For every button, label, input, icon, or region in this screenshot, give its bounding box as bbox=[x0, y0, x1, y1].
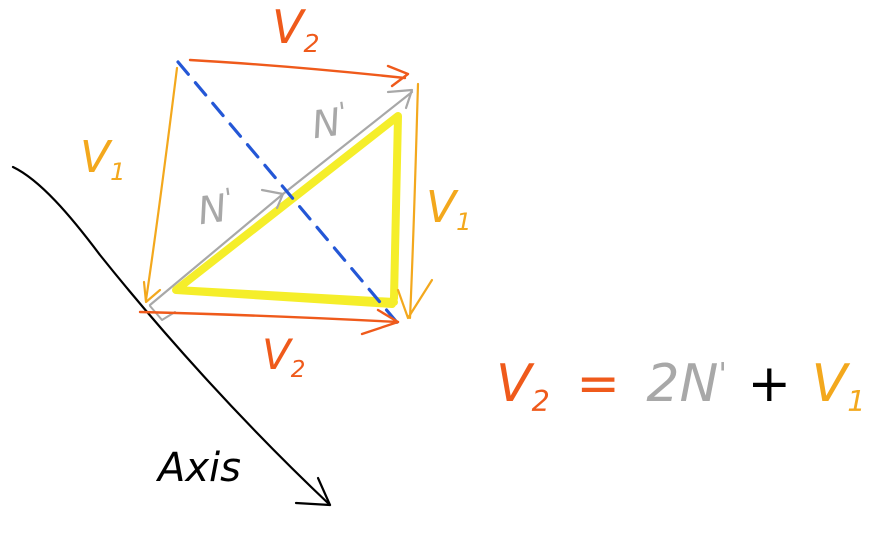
equation-equals: = bbox=[576, 354, 620, 414]
v2-bottom-label-sub: 2 bbox=[290, 357, 306, 384]
v2-bottom-arrowhead bbox=[360, 308, 400, 336]
equation-lhs-sub: 2 bbox=[531, 384, 550, 418]
axis-line bbox=[11, 165, 332, 507]
dashed-diagonal bbox=[176, 60, 402, 328]
v2-top-arrowhead bbox=[386, 64, 410, 88]
equation-rhs-main: V bbox=[811, 354, 848, 414]
v1-right-vector bbox=[408, 82, 420, 320]
v1-left-label: V1 bbox=[80, 136, 126, 185]
equation-lhs-main: V bbox=[496, 354, 532, 414]
n-prime-upper-arrowhead bbox=[386, 88, 414, 110]
equation: V2 = 2N' + V1 bbox=[496, 357, 865, 415]
v1-right-arrowhead bbox=[396, 278, 434, 320]
highlight-triangle bbox=[172, 112, 402, 308]
v2-bottom-vector bbox=[138, 310, 400, 324]
axis-arrowhead bbox=[294, 476, 332, 507]
v1-left-arrowhead bbox=[142, 280, 162, 304]
v2-top-label: V2 bbox=[272, 4, 320, 56]
v1-right-label: V1 bbox=[426, 186, 472, 235]
v1-right-label-main: V bbox=[426, 182, 457, 233]
n-prime-upper-label: N' bbox=[309, 96, 351, 147]
v2-bottom-label-main: V bbox=[262, 330, 291, 379]
equation-rhs: V1 bbox=[811, 354, 866, 415]
v1-left-label-sub: 1 bbox=[110, 158, 126, 187]
equation-rhs-sub: 1 bbox=[847, 384, 866, 418]
v2-top-vector bbox=[188, 58, 407, 80]
right-angle-marker bbox=[149, 305, 176, 321]
equation-plus: + bbox=[747, 354, 792, 414]
v1-left-label-main: V bbox=[80, 132, 111, 183]
n-prime-lower-vector bbox=[148, 192, 285, 307]
v1-right-label-sub: 1 bbox=[456, 208, 472, 237]
v1-left-vector bbox=[144, 66, 179, 302]
v2-bottom-label: V2 bbox=[262, 334, 305, 382]
v2-top-label-sub: 2 bbox=[303, 28, 320, 58]
n-prime-upper-vector bbox=[281, 90, 414, 196]
equation-lhs: V2 bbox=[496, 354, 550, 415]
n-prime-lower-label: N' bbox=[195, 182, 237, 233]
equation-n: N bbox=[679, 354, 719, 414]
equation-coef: 2 bbox=[646, 354, 680, 414]
v2-top-label-main: V bbox=[272, 0, 304, 54]
equation-n-sup: ' bbox=[718, 357, 727, 394]
axis-label: Axis bbox=[158, 445, 241, 491]
